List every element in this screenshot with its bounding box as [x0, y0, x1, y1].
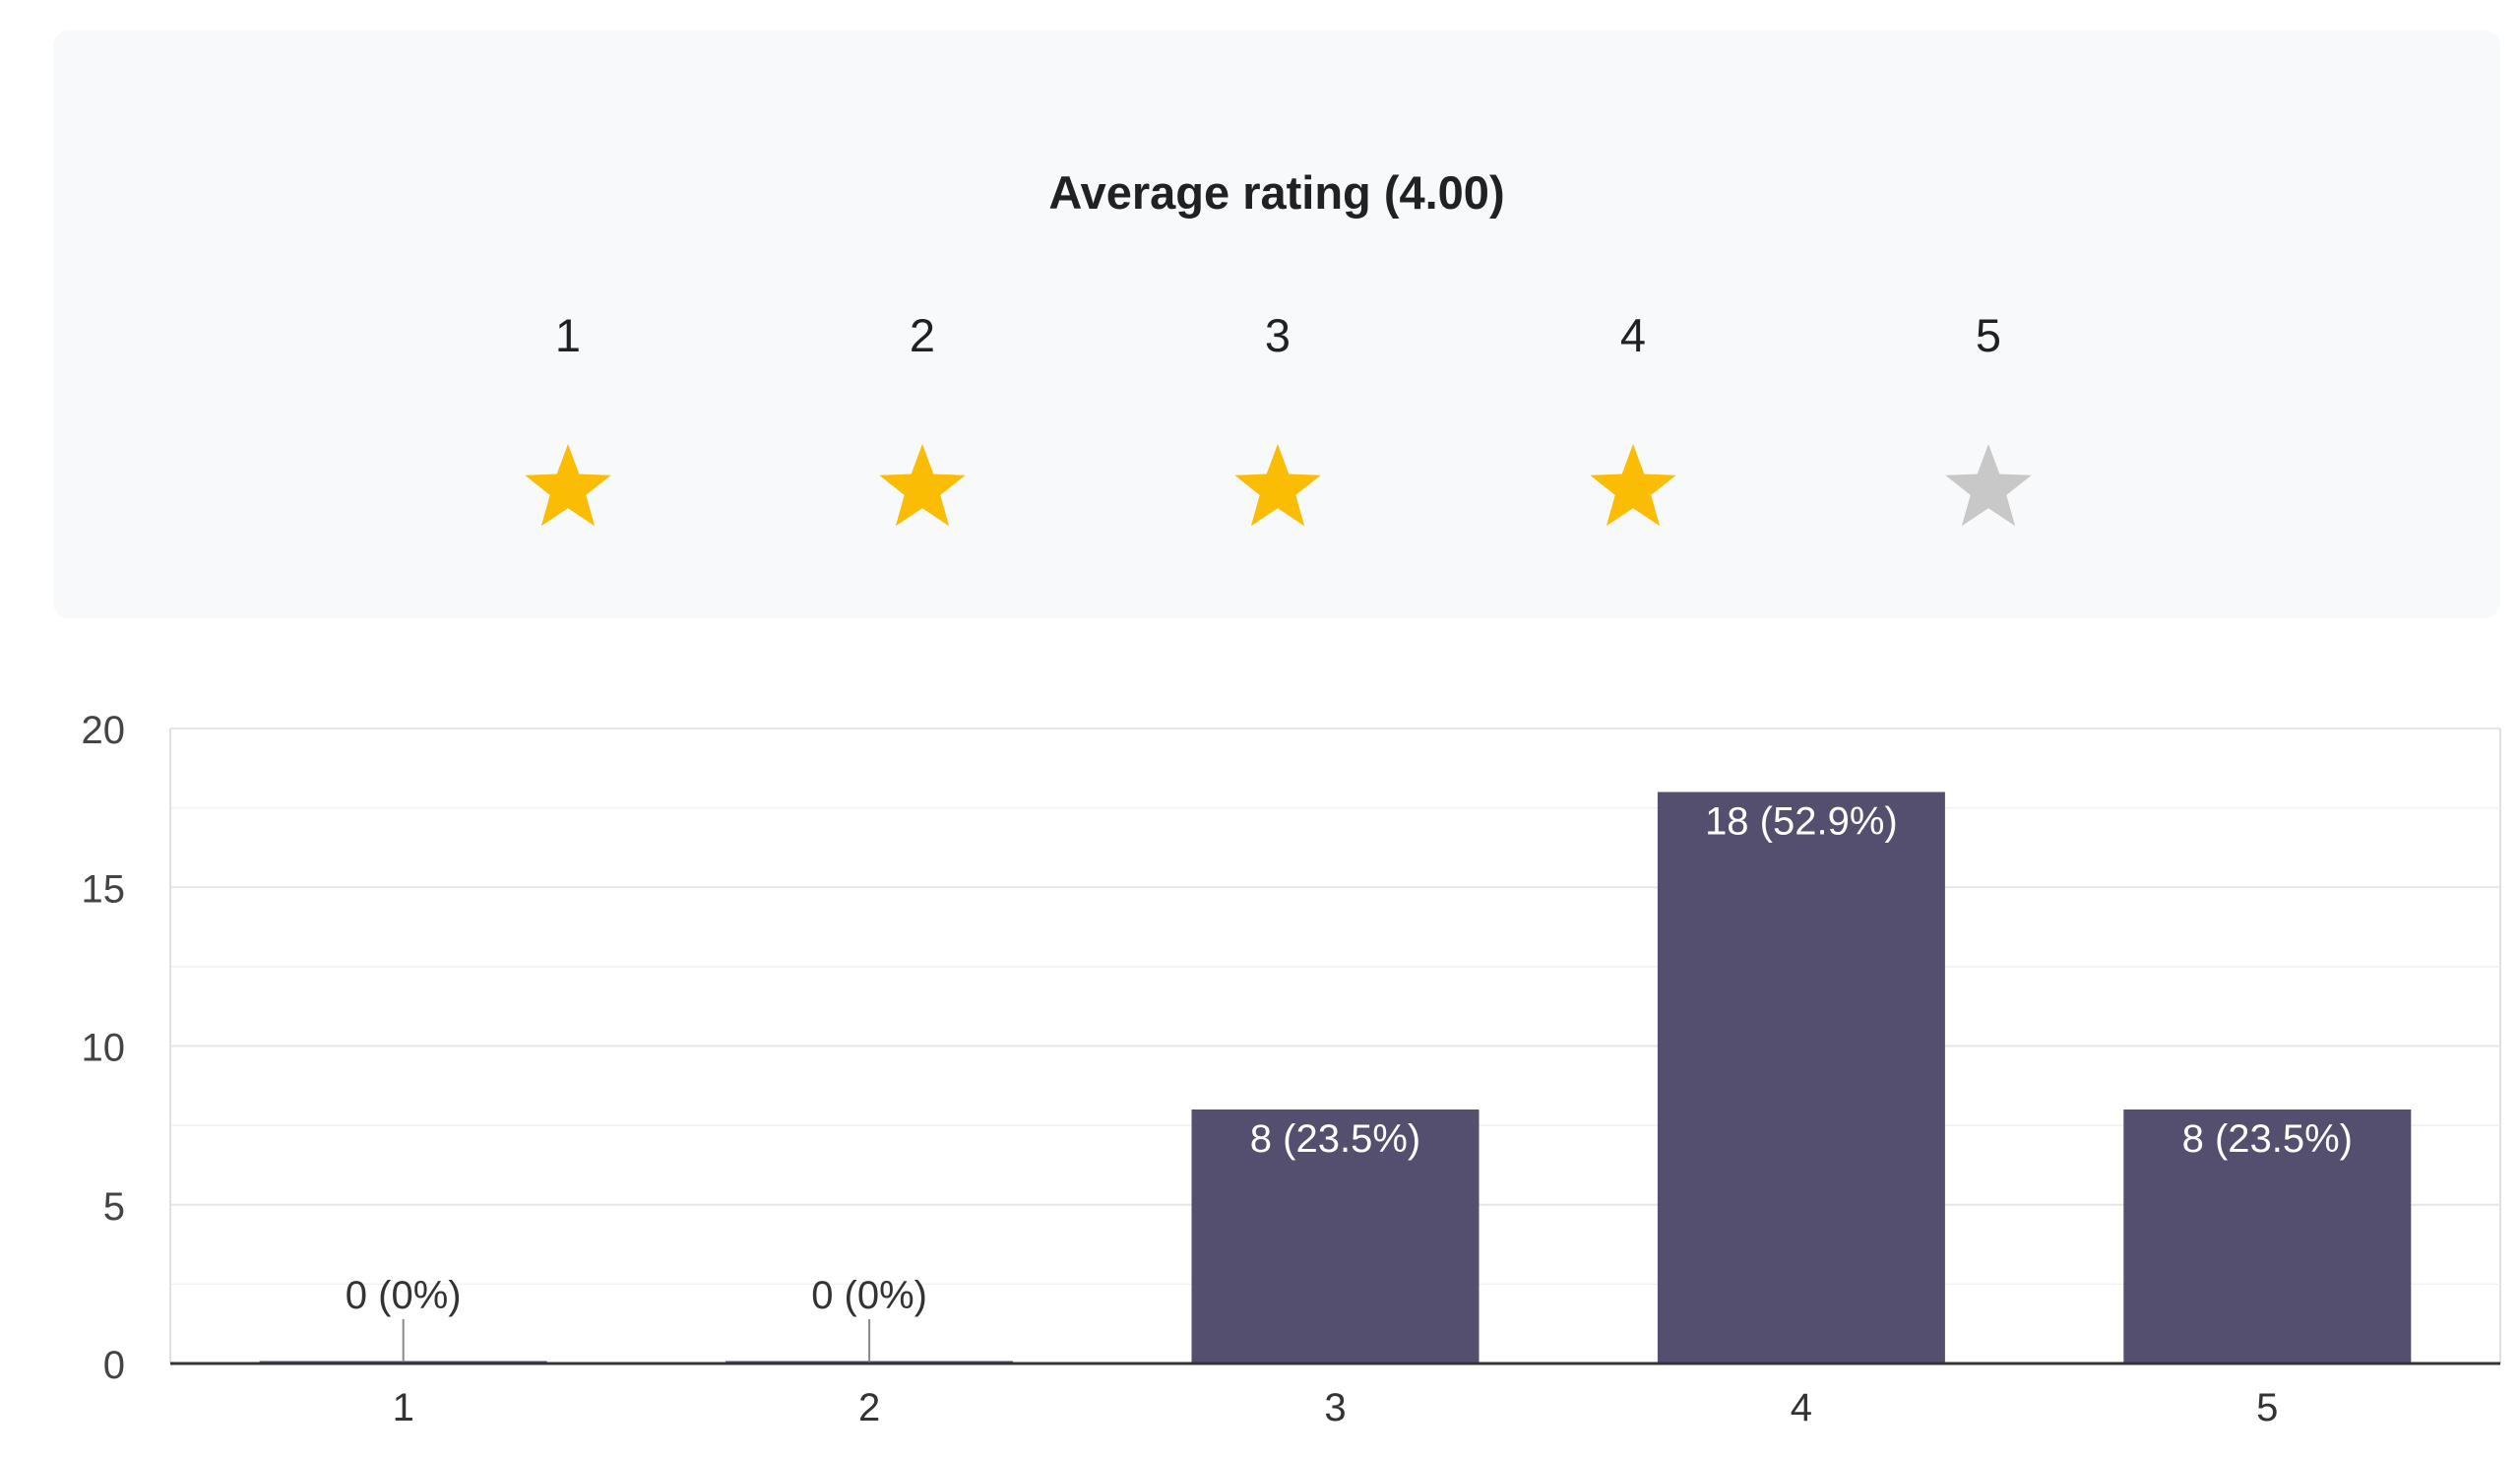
bar-data-label: 8 (23.5%): [1250, 1117, 1420, 1161]
x-tick-label: 5: [2256, 1386, 2278, 1429]
star-item-5: 5: [1910, 306, 2067, 531]
star-scale-label: 5: [1975, 309, 2002, 361]
y-tick-label: 0: [103, 1344, 125, 1387]
y-tick-label: 15: [82, 867, 126, 911]
star-scale-label: 3: [1264, 309, 1292, 361]
star-icon: [879, 444, 966, 527]
y-tick-label: 5: [103, 1185, 125, 1229]
star-scale-label: 2: [909, 309, 936, 361]
rating-summary-card: Average rating (4.00) 1 2 3 4 5: [53, 31, 2500, 618]
bar-data-label: 18 (52.9%): [1705, 800, 1898, 844]
average-rating-title: Average rating (4.00): [1048, 166, 1505, 219]
star-icon: [1945, 444, 2032, 527]
x-tick-label: 1: [393, 1386, 414, 1429]
x-tick-label: 3: [1324, 1386, 1346, 1429]
star-item-4: 4: [1554, 306, 1712, 531]
star-icon: [1590, 444, 1676, 527]
bar-3: [1191, 1109, 1480, 1363]
y-tick-label: 10: [82, 1027, 126, 1070]
star-item-1: 1: [489, 306, 647, 531]
bar-data-label: 0 (0%): [811, 1274, 927, 1317]
star-scale-label: 1: [554, 309, 582, 361]
x-tick-label: 4: [1791, 1386, 1812, 1429]
y-tick-label: 20: [82, 709, 126, 752]
bar-data-label: 0 (0%): [346, 1274, 462, 1317]
bar-5: [2123, 1109, 2412, 1363]
star-item-3: 3: [1199, 306, 1356, 531]
bar-data-label: 8 (23.5%): [2182, 1117, 2353, 1161]
star-icon: [1234, 444, 1321, 527]
star-item-2: 2: [844, 306, 1001, 531]
bar-4: [1657, 792, 1945, 1363]
star-scale-label: 4: [1619, 309, 1647, 361]
star-icon: [525, 444, 611, 527]
x-tick-label: 2: [858, 1386, 880, 1429]
